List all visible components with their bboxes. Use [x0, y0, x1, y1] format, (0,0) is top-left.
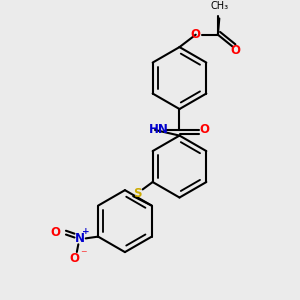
- Text: +: +: [82, 227, 90, 236]
- Text: O: O: [50, 226, 60, 239]
- Text: N: N: [75, 232, 85, 245]
- Text: O: O: [70, 252, 80, 265]
- Text: O: O: [230, 44, 240, 57]
- Text: HN: HN: [149, 123, 169, 136]
- Text: ⁻: ⁻: [80, 248, 87, 261]
- Text: CH₃: CH₃: [210, 1, 228, 11]
- Text: O: O: [191, 28, 201, 41]
- Text: O: O: [200, 123, 210, 136]
- Text: S: S: [133, 187, 142, 200]
